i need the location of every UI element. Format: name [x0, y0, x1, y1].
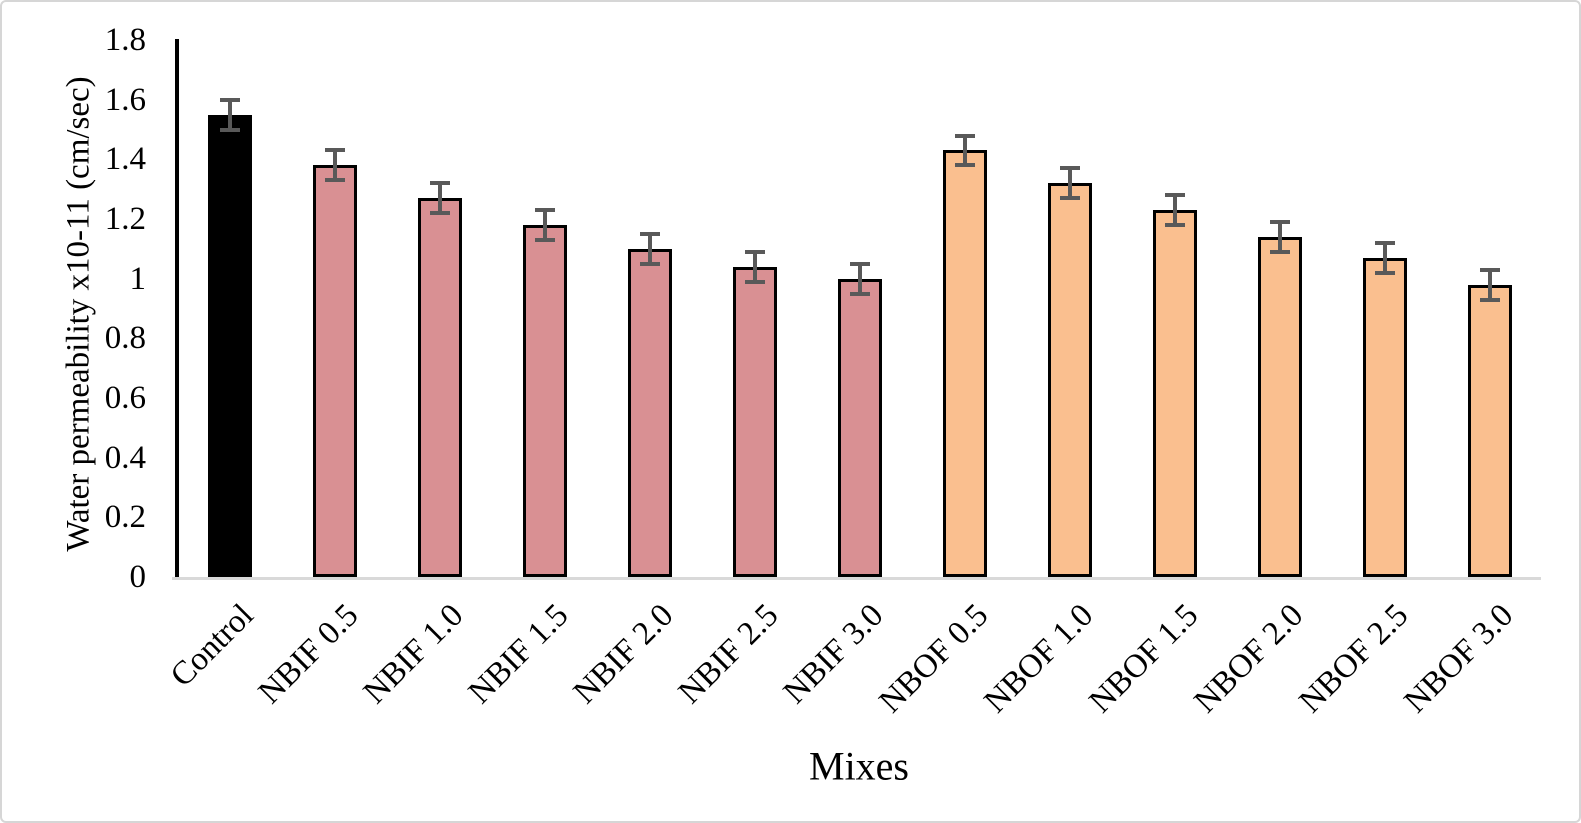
x-category-label-control: Control: [163, 597, 261, 695]
bar-nbif-2-5: [733, 266, 777, 577]
error-bar-stem-nbof-2-0: [1278, 222, 1282, 252]
x-axis-line: [172, 577, 1541, 580]
x-category-label-nbof-2-0: NBOF 2.0: [1188, 597, 1311, 720]
error-bar-stem-nbif-2-5: [753, 251, 757, 282]
x-category-label-nbof-1-0: NBOF 1.0: [978, 597, 1101, 720]
error-bar-cap-top-nbof-0-5: [955, 133, 975, 138]
bar-nbif-0-5: [313, 165, 357, 577]
error-bar-cap-top-nbof-2-5: [1375, 240, 1395, 245]
y-tick-label-0: 0: [129, 559, 147, 595]
error-bar-cap-bottom-control: [220, 127, 240, 132]
x-axis-title: Mixes: [809, 743, 909, 789]
error-bar-cap-top-nbof-3-0: [1480, 267, 1500, 272]
error-bar-cap-bottom-nbof-3-0: [1480, 297, 1500, 302]
bar-nbif-1-5: [523, 225, 567, 577]
y-tick-label-0-6: 0.6: [104, 380, 146, 417]
error-bar-cap-bottom-nbif-3-0: [850, 291, 870, 296]
error-bar-cap-bottom-nbif-0-5: [325, 178, 345, 183]
error-bar-stem-nbif-2-0: [648, 233, 652, 264]
bar-nbof-2-5: [1363, 257, 1407, 577]
error-bar-cap-bottom-nbof-0-5: [955, 163, 975, 168]
error-bar-stem-nbof-1-0: [1068, 168, 1072, 199]
bar-nbif-1-0: [418, 198, 462, 577]
x-category-label-nbif-2-0: NBIF 2.0: [567, 597, 681, 711]
error-bar-cap-bottom-nbif-1-5: [535, 237, 555, 242]
error-bar-cap-top-nbof-1-0: [1060, 166, 1080, 171]
error-bar-cap-bottom-nbof-2-5: [1375, 270, 1395, 275]
x-category-label-nbof-2-5: NBOF 2.5: [1293, 597, 1416, 720]
error-bar-cap-top-nbif-1-0: [430, 181, 450, 186]
x-category-label-nbof-0-5: NBOF 0.5: [873, 597, 996, 720]
y-tick-label-1-2: 1.2: [104, 201, 146, 238]
error-bar-stem-nbof-1-5: [1173, 195, 1177, 225]
error-bar-cap-top-nbif-2-5: [745, 249, 765, 254]
error-bar-cap-bottom-nbof-2-0: [1270, 249, 1290, 254]
y-axis-line: [175, 39, 179, 579]
error-bar-cap-top-nbof-1-5: [1165, 193, 1185, 198]
error-bar-cap-bottom-nbif-2-0: [640, 261, 660, 266]
error-bar-cap-top-nbif-1-5: [535, 208, 555, 213]
error-bar-stem-nbif-3-0: [858, 263, 862, 294]
bar-nbof-0-5: [943, 150, 987, 577]
y-tick-label-1-8: 1.8: [104, 22, 146, 59]
error-bar-cap-top-nbif-2-0: [640, 231, 660, 236]
bar-nbof-1-5: [1153, 210, 1197, 577]
error-bar-cap-bottom-nbof-1-0: [1060, 196, 1080, 201]
error-bar-cap-bottom-nbif-1-0: [430, 211, 450, 216]
error-bar-cap-top-control: [220, 97, 240, 102]
bar-nbif-3-0: [838, 278, 882, 577]
error-bar-stem-control: [228, 99, 232, 130]
error-bar-stem-nbif-0-5: [333, 150, 337, 181]
error-bar-stem-nbof-0-5: [963, 135, 967, 166]
bar-control: [208, 114, 252, 577]
y-tick-label-1-6: 1.6: [104, 81, 146, 118]
x-category-label-nbif-2-5: NBIF 2.5: [672, 597, 786, 711]
bar-nbof-1-0: [1048, 183, 1092, 577]
error-bar-stem-nbif-1-0: [438, 183, 442, 214]
y-tick-label-0-4: 0.4: [104, 439, 146, 476]
error-bar-cap-bottom-nbif-2-5: [745, 279, 765, 284]
error-bar-cap-top-nbif-0-5: [325, 148, 345, 153]
y-tick-label-1: 1: [129, 260, 147, 297]
x-category-label-nbif-1-5: NBIF 1.5: [462, 597, 576, 711]
x-category-label-nbif-1-0: NBIF 1.0: [357, 597, 471, 711]
error-bar-cap-top-nbof-2-0: [1270, 220, 1290, 225]
x-category-label-nbif-0-5: NBIF 0.5: [252, 597, 366, 711]
x-category-label-nbof-3-0: NBOF 3.0: [1398, 597, 1521, 720]
error-bar-stem-nbif-1-5: [543, 210, 547, 240]
y-tick-label-0-8: 0.8: [104, 320, 146, 357]
bar-nbif-2-0: [628, 248, 672, 577]
bar-nbof-3-0: [1468, 284, 1512, 577]
y-tick-label-0-2: 0.2: [104, 499, 146, 536]
error-bar-cap-top-nbif-3-0: [850, 261, 870, 266]
y-tick-label-1-4: 1.4: [104, 141, 146, 178]
error-bar-stem-nbof-3-0: [1488, 269, 1492, 300]
error-bar-stem-nbof-2-5: [1383, 242, 1387, 273]
error-bar-cap-bottom-nbof-1-5: [1165, 223, 1185, 227]
bar-nbof-2-0: [1258, 236, 1302, 577]
x-category-label-nbof-1-5: NBOF 1.5: [1083, 597, 1206, 720]
